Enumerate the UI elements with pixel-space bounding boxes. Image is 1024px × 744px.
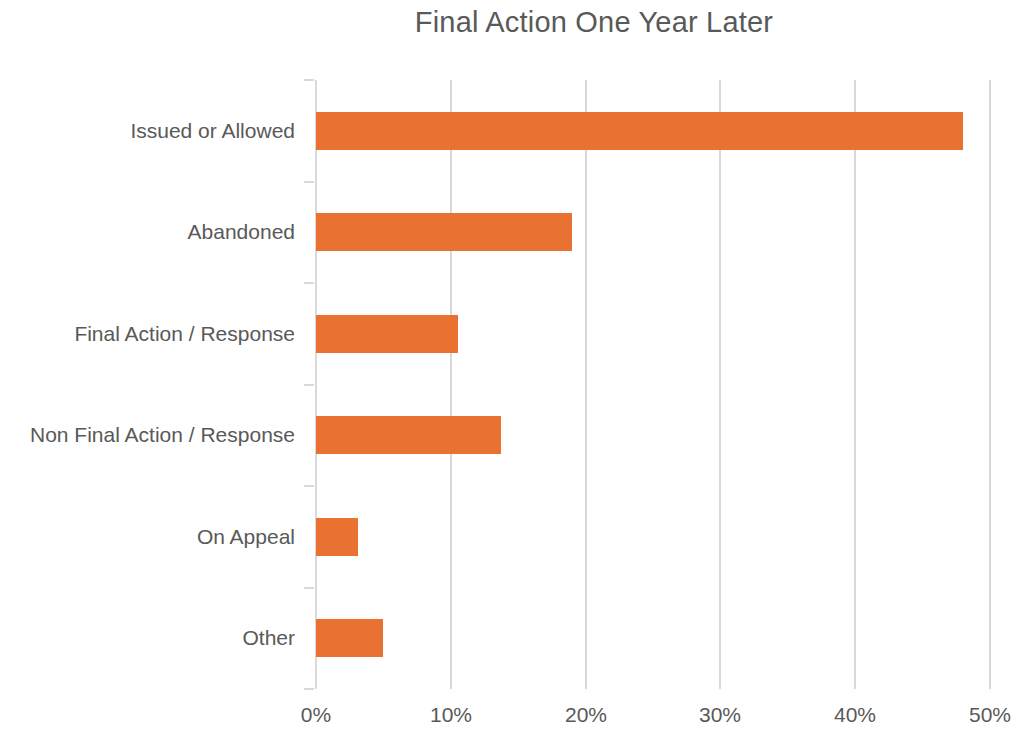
- category-label: Non Final Action / Response: [0, 422, 295, 448]
- axis-tick: [304, 587, 314, 589]
- x-tick-label: 20%: [526, 703, 646, 727]
- category-label: Abandoned: [0, 219, 295, 245]
- x-tick-label: 30%: [660, 703, 780, 727]
- x-tick-label: 40%: [795, 703, 915, 727]
- axis-tick: [304, 384, 314, 386]
- axis-tick: [304, 485, 314, 487]
- bar: [316, 112, 963, 150]
- bar: [316, 518, 358, 556]
- axis-tick: [304, 282, 314, 284]
- category-label: On Appeal: [0, 524, 295, 550]
- x-tick-label: 50%: [930, 703, 1024, 727]
- x-tick-label: 10%: [391, 703, 511, 727]
- chart-title: Final Action One Year Later: [182, 6, 1006, 39]
- bar: [316, 315, 458, 353]
- gridline: [315, 80, 317, 689]
- category-label: Issued or Allowed: [0, 118, 295, 144]
- axis-tick: [304, 181, 314, 183]
- bar-chart: Final Action One Year Later Issued or Al…: [0, 0, 1024, 744]
- gridline: [585, 80, 587, 689]
- axis-tick: [304, 79, 314, 81]
- bar: [316, 416, 501, 454]
- plot-area: [316, 80, 990, 689]
- x-tick-label: 0%: [256, 703, 376, 727]
- gridline: [450, 80, 452, 689]
- category-label: Other: [0, 625, 295, 651]
- gridline: [719, 80, 721, 689]
- axis-tick: [304, 688, 314, 690]
- category-label: Final Action / Response: [0, 321, 295, 347]
- gridline: [854, 80, 856, 689]
- bar: [316, 619, 383, 657]
- gridline: [989, 80, 991, 689]
- bar: [316, 213, 572, 251]
